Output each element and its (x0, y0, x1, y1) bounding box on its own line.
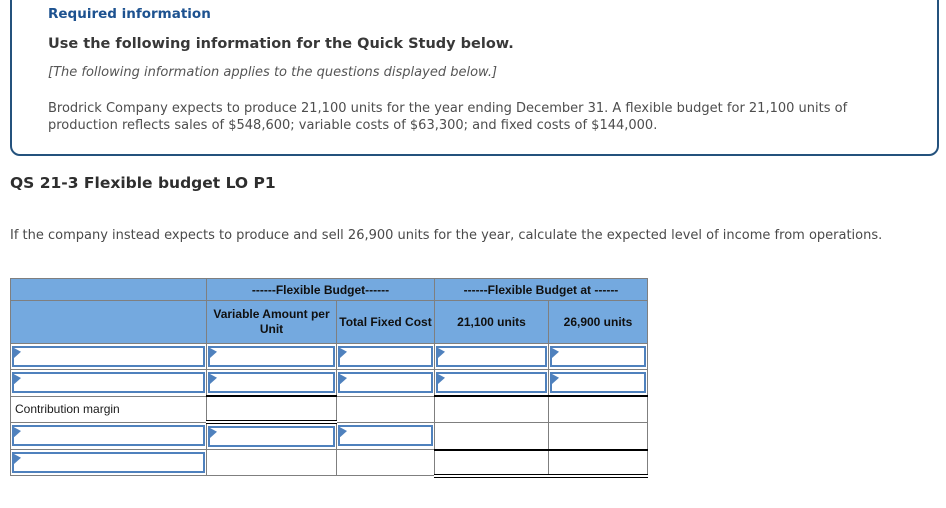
group-header-flexible-budget: ------Flexible Budget------ (206, 278, 435, 301)
static-cell (548, 395, 648, 423)
required-information-panel: Required information Use the following i… (10, 0, 939, 156)
static-cell (434, 421, 549, 451)
static-cell (434, 395, 549, 423)
required-information-content: Required information Use the following i… (12, 0, 937, 134)
fixed-cost-input[interactable] (338, 425, 433, 447)
blank-header-cell (10, 300, 207, 344)
info-body-text: Brodrick Company expects to produce 21,1… (48, 101, 848, 133)
input-marker-icon (14, 348, 21, 358)
budget-26900-input[interactable] (550, 346, 646, 367)
column-header-variable-amount: Variable Amount per Unit (206, 300, 337, 344)
table-row-2 (10, 369, 648, 397)
static-cell (336, 449, 435, 476)
column-header-row: Variable Amount per Unit Total Fixed Cos… (10, 300, 648, 344)
flexible-budget-table: ------Flexible Budget------ ------Flexib… (10, 278, 648, 478)
fixed-cost-input[interactable] (338, 346, 433, 367)
input-marker-icon (438, 374, 445, 384)
input-marker-icon (340, 427, 347, 438)
row-label-input[interactable] (12, 372, 205, 394)
input-marker-icon (210, 374, 217, 384)
input-marker-icon (552, 348, 559, 358)
variable-amount-input[interactable] (208, 372, 335, 393)
income-total-cell (434, 449, 549, 478)
info-note: [The following information applies to th… (48, 65, 498, 80)
input-marker-icon (438, 348, 445, 358)
input-marker-icon (14, 454, 21, 464)
table-row-1 (10, 343, 648, 370)
table-row-4 (10, 421, 648, 451)
input-marker-icon (340, 348, 347, 358)
blank-header-cell (10, 278, 207, 301)
group-header-row: ------Flexible Budget------ ------Flexib… (10, 278, 648, 301)
table-row-contribution-margin: Contribution margin (10, 395, 648, 424)
question-heading: QS 21-3 Flexible budget LO P1 (10, 174, 276, 192)
variable-amount-input[interactable] (208, 346, 335, 367)
input-marker-icon (340, 374, 347, 385)
fixed-cost-input[interactable] (338, 372, 433, 394)
column-header-21100-units: 21,100 units (434, 300, 549, 344)
info-title: Use the following information for the Qu… (48, 36, 514, 52)
static-cell (206, 449, 337, 476)
table-row-5 (10, 449, 648, 478)
question-prompt: If the company instead expects to produc… (10, 228, 883, 243)
contribution-margin-subtotal-cell (206, 395, 337, 424)
budget-21100-input[interactable] (436, 372, 547, 393)
column-header-total-fixed-cost: Total Fixed Cost (336, 300, 435, 344)
row-label-input[interactable] (12, 452, 205, 473)
input-marker-icon (14, 374, 21, 385)
budget-26900-input[interactable] (550, 372, 646, 393)
input-marker-icon (14, 427, 21, 438)
budget-21100-input[interactable] (436, 346, 547, 367)
static-cell (548, 421, 648, 451)
static-cell (336, 395, 435, 423)
variable-amount-input[interactable] (208, 426, 335, 447)
income-total-cell (548, 449, 648, 478)
contribution-margin-label: Contribution margin (10, 395, 207, 423)
row-label-input[interactable] (12, 346, 205, 367)
input-marker-icon (552, 374, 559, 384)
input-marker-icon (210, 428, 217, 438)
row-label-input[interactable] (12, 425, 205, 447)
input-marker-icon (210, 348, 217, 358)
column-header-26900-units: 26,900 units (548, 300, 648, 344)
group-header-flexible-budget-at: ------Flexible Budget at ------ (434, 278, 648, 301)
required-information-label: Required information (48, 6, 211, 22)
